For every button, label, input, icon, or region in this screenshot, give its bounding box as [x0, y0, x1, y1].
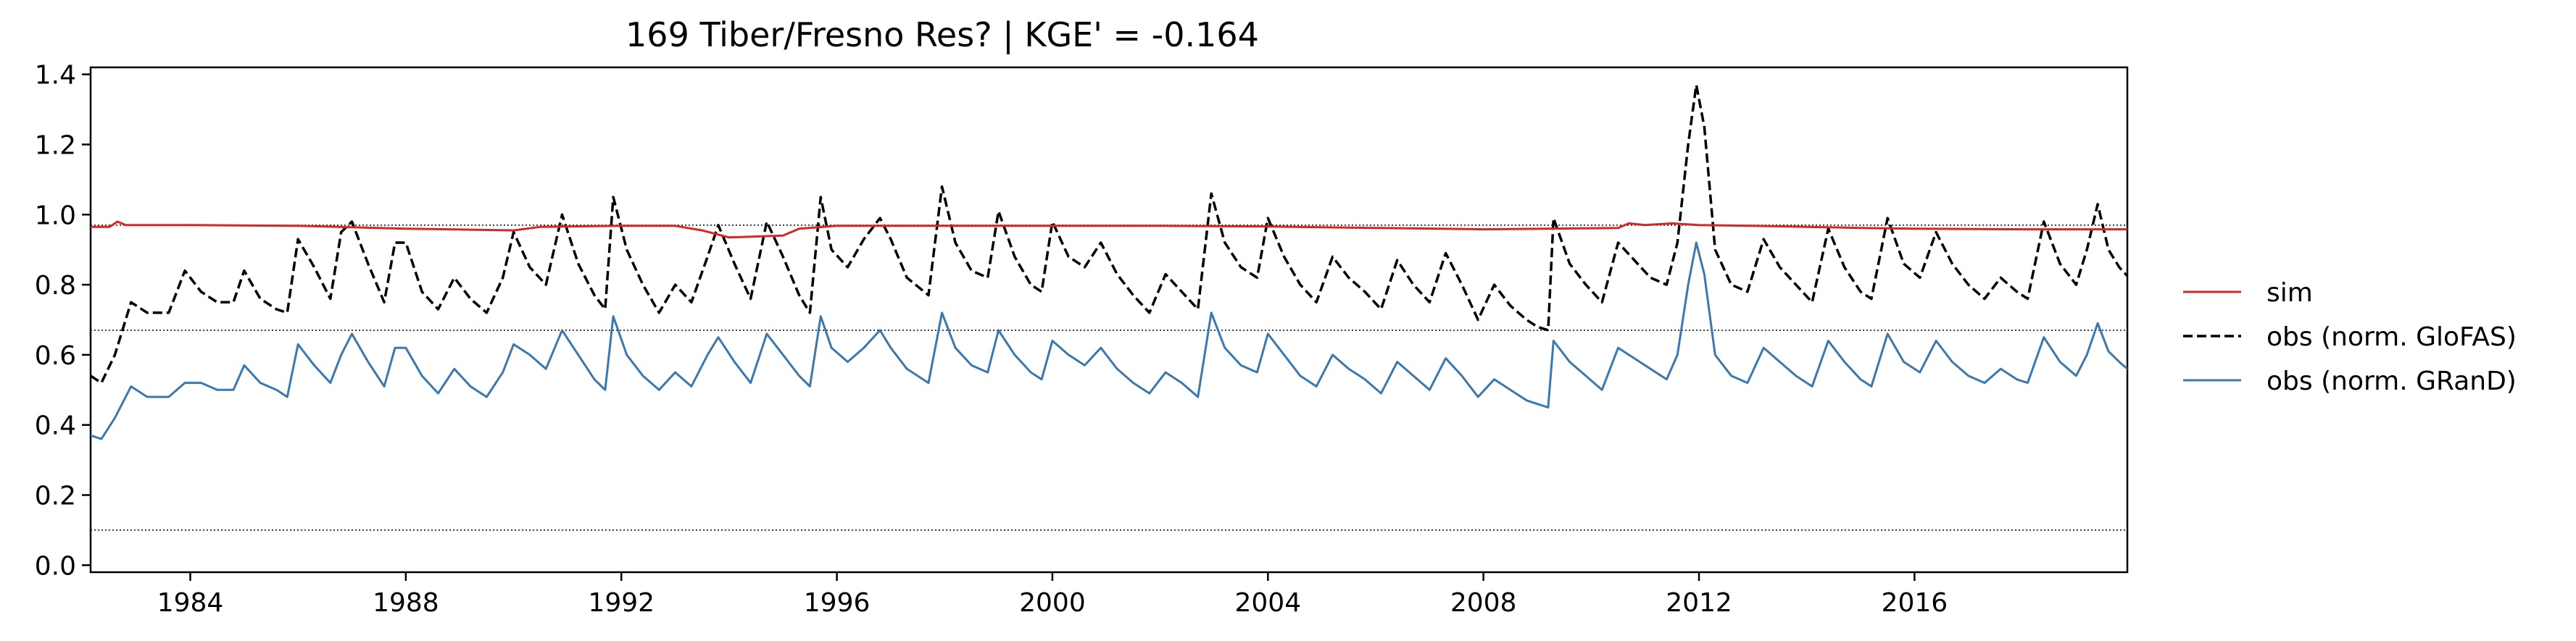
y-tick-label-2: 0.4 — [35, 411, 76, 441]
x-axis: 1984 1988 1992 1996 2000 2004 2008 2012 2016 — [157, 572, 1948, 618]
legend-label-0: sim — [2267, 278, 2313, 308]
legend: sim obs (norm. GloFAS) obs (norm. GRanD) — [2183, 278, 2517, 396]
legend-label-1: obs (norm. GloFAS) — [2267, 322, 2517, 352]
y-tick-label-5: 1.0 — [35, 201, 76, 230]
x-tick-label-8: 2016 — [1882, 588, 1948, 618]
x-tick-label-6: 2008 — [1450, 588, 1517, 618]
y-tick-label-6: 1.2 — [35, 130, 76, 160]
x-tick-label-0: 1984 — [157, 588, 224, 618]
x-tick-label-2: 1992 — [588, 588, 655, 618]
x-tick-label-3: 1996 — [804, 588, 871, 618]
y-tick-label-0: 0.0 — [35, 551, 76, 581]
x-tick-label-4: 2000 — [1019, 588, 1086, 618]
x-tick-label-5: 2004 — [1234, 588, 1301, 618]
series-line-obs-norm-grand- — [91, 241, 2127, 440]
series-line-obs-norm-glofas- — [91, 83, 2127, 385]
x-tick-label-1: 1988 — [373, 588, 439, 618]
y-tick-label-3: 0.6 — [35, 341, 76, 371]
x-tick-label-7: 2012 — [1666, 588, 1732, 618]
series-layer — [91, 83, 2127, 440]
chart-title: 169 Tiber/Fresno Res? | KGE' = -0.164 — [626, 15, 1259, 55]
y-tick-label-1: 0.2 — [35, 482, 76, 511]
y-tick-label-7: 1.4 — [35, 61, 76, 91]
axes-frame — [89, 66, 2129, 574]
plot-area: 0.0 0.2 0.4 0.6 0.8 1.0 1.2 1.4 1984 1988 1992 199… — [35, 61, 2129, 618]
legend-label-2: obs (norm. GRanD) — [2267, 366, 2517, 396]
y-tick-label-4: 0.8 — [35, 271, 76, 301]
series-line-sim — [91, 220, 2127, 239]
y-axis: 0.0 0.2 0.4 0.6 0.8 1.0 1.2 1.4 — [35, 61, 91, 581]
